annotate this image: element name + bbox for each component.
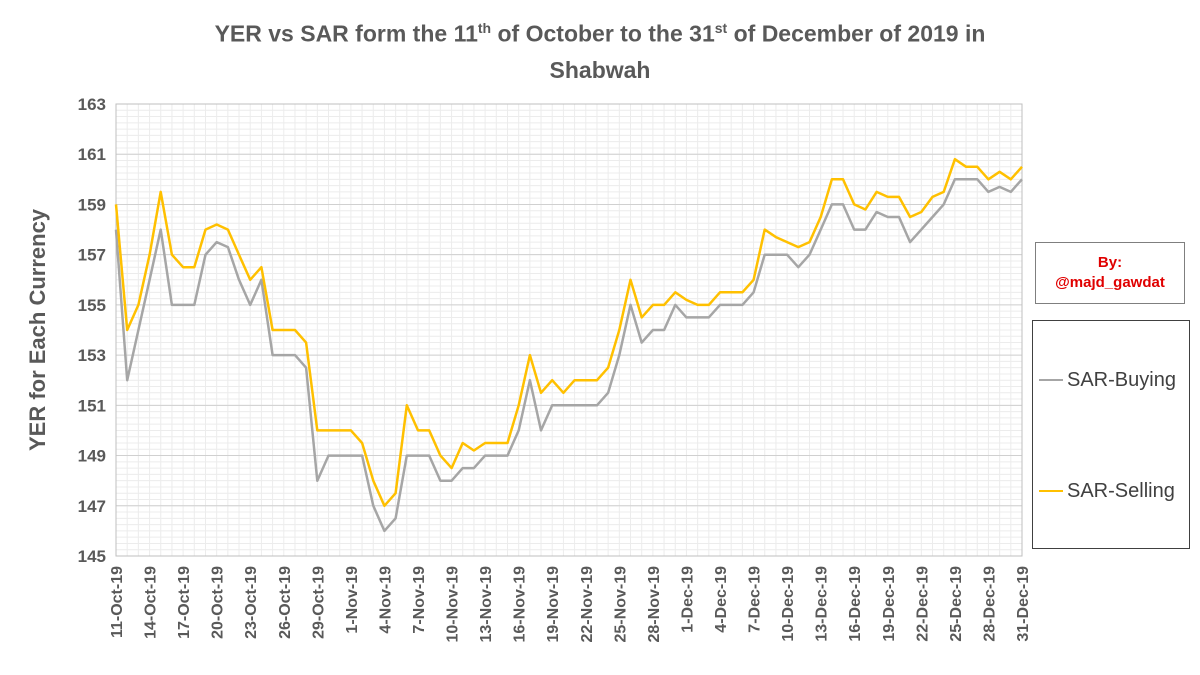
x-tick-label: 23-Oct-19 [243, 566, 260, 639]
plot-border [115, 103, 1023, 557]
x-tick-label: 1-Dec-19 [679, 566, 696, 633]
credit-handle: @majd_gawdat [1055, 274, 1165, 291]
legend-swatch-sar-buying [1039, 379, 1063, 381]
legend-label-sar-buying: SAR-Buying [1067, 368, 1176, 391]
x-tick-label: 16-Dec-19 [847, 566, 864, 642]
minor-gridlines [115, 103, 1023, 557]
y-axis-label: YER for Each Currency [25, 208, 50, 451]
x-tick-label: 28-Nov-19 [646, 566, 663, 643]
x-tick-label: 13-Dec-19 [814, 566, 831, 642]
x-tick-label: 1-Nov-19 [344, 566, 361, 634]
x-axis: 11-Oct-19 14-Oct-19 17-Oct-19 20-Oct-19 23-O… [109, 566, 1032, 643]
y-tick-label: 151 [78, 396, 106, 415]
x-tick-label: 22-Dec-19 [914, 566, 931, 642]
x-tick-label: 25-Nov-19 [612, 566, 629, 643]
legend-label-sar-selling: SAR-Selling [1067, 479, 1175, 502]
credit-line1: By: [1097, 254, 1123, 271]
y-tick-label: 153 [78, 346, 106, 365]
x-tick-label: 7-Nov-19 [411, 566, 428, 634]
series-line-sar-selling [114, 157, 1023, 508]
x-tick-label: 4-Dec-19 [713, 566, 730, 633]
x-tick-label: 26-Oct-19 [277, 566, 294, 639]
y-tick-label: 145 [78, 547, 106, 566]
x-tick-label: 22-Nov-19 [579, 566, 596, 643]
series-lines [114, 157, 1023, 533]
chart-title-line1: YER vs SAR form the 11th of October to t… [214, 20, 986, 47]
legend-item-sar-selling: SAR-Selling [1039, 479, 1175, 503]
x-tick-label: 7-Dec-19 [747, 566, 764, 633]
x-tick-label: 10-Dec-19 [780, 566, 797, 642]
x-tick-label: 14-Oct-19 [143, 566, 160, 639]
x-tick-label: 20-Oct-19 [210, 566, 227, 639]
y-axis: 145 147 149 151 153 155 157 159 161 163 [78, 95, 106, 566]
legend: SAR-Buying SAR-Selling [1032, 320, 1190, 549]
x-tick-label: 13-Nov-19 [478, 566, 495, 643]
legend-swatch-sar-selling [1039, 490, 1063, 492]
x-tick-label: 31-Dec-19 [1015, 566, 1032, 642]
plot-area [115, 103, 1023, 557]
series-line-sar-buying [114, 178, 1023, 533]
y-tick-label: 147 [78, 497, 106, 516]
x-tick-label: 4-Nov-19 [377, 566, 394, 634]
chart-title: YER vs SAR form the 11th of October to t… [0, 10, 1200, 88]
y-tick-label: 155 [78, 296, 106, 315]
x-tick-label: 11-Oct-19 [109, 566, 126, 638]
x-tick-label: 17-Oct-19 [176, 566, 193, 639]
y-tick-label: 163 [78, 95, 106, 114]
legend-item-sar-buying: SAR-Buying [1039, 368, 1176, 392]
y-tick-label: 157 [78, 246, 106, 265]
x-tick-label: 29-Oct-19 [310, 566, 327, 639]
x-tick-label: 25-Dec-19 [948, 566, 965, 642]
y-tick-label: 159 [78, 195, 106, 214]
chart-title-line2: Shabwah [549, 56, 651, 83]
x-tick-label: 19-Dec-19 [881, 566, 898, 642]
y-tick-label: 149 [78, 447, 106, 466]
x-tick-label: 19-Nov-19 [545, 566, 562, 643]
y-tick-label: 161 [78, 145, 106, 164]
credit-box: By: @majd_gawdat [1035, 242, 1185, 304]
x-tick-label: 10-Nov-19 [445, 566, 462, 643]
x-tick-label: 28-Dec-19 [981, 566, 998, 642]
x-tick-label: 16-Nov-19 [512, 566, 529, 643]
